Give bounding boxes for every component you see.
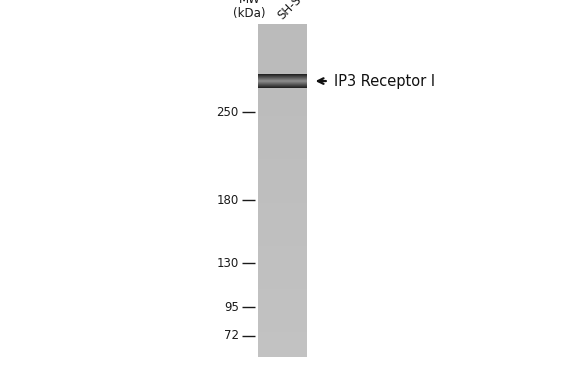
- Text: MW: MW: [239, 0, 261, 6]
- Text: 180: 180: [217, 194, 239, 207]
- Text: 130: 130: [217, 257, 239, 270]
- Text: (kDa): (kDa): [233, 6, 266, 20]
- Text: 72: 72: [224, 329, 239, 342]
- Text: SH-SY5Y: SH-SY5Y: [275, 0, 320, 23]
- Text: 95: 95: [224, 301, 239, 313]
- Text: IP3 Receptor I: IP3 Receptor I: [333, 74, 435, 88]
- Text: 250: 250: [217, 106, 239, 119]
